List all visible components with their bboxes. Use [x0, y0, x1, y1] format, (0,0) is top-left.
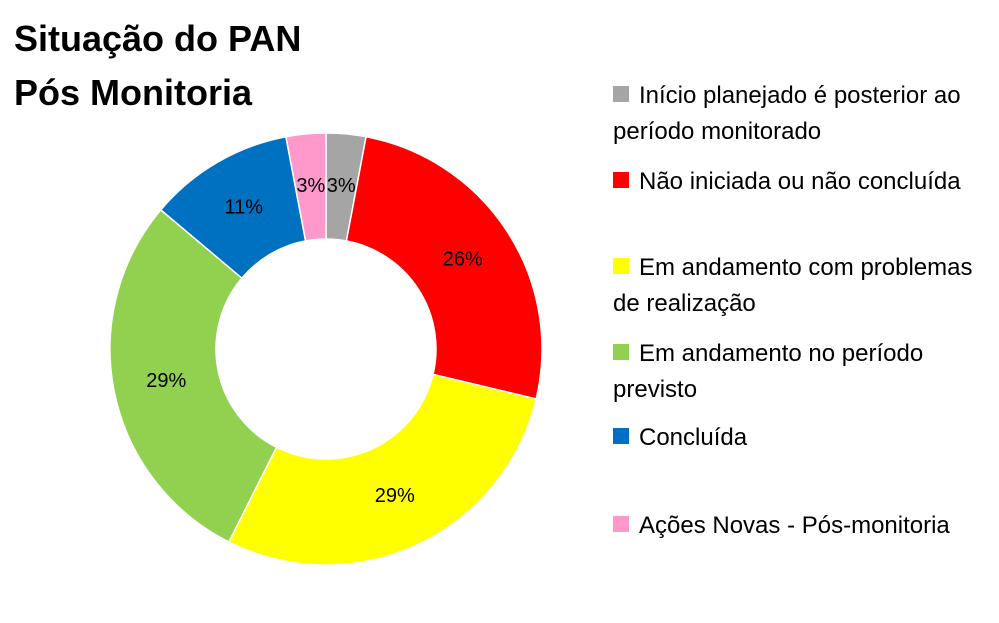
- chart-title: Pós Monitoria: [14, 72, 253, 113]
- legend-entry: Início planejado é posterior ao período …: [613, 78, 993, 150]
- legend-swatch: [613, 86, 629, 102]
- legend-label: Ações Novas - Pós-monitoria: [639, 512, 950, 539]
- legend-swatch: [613, 258, 629, 274]
- data-label: 26%: [443, 249, 483, 271]
- legend-swatch: [613, 428, 629, 444]
- data-label: 3%: [296, 175, 325, 197]
- legend-entry: Em andamento no período previsto: [613, 336, 993, 408]
- data-label: 29%: [375, 485, 415, 507]
- data-label: 29%: [146, 370, 186, 392]
- donut-slice: [345, 135, 543, 400]
- legend-entry: Ações Novas - Pós-monitoria: [613, 508, 993, 544]
- legend-swatch: [613, 344, 629, 360]
- data-label: 11%: [224, 197, 263, 219]
- legend-entry: Não iniciada ou não concluída: [613, 164, 993, 200]
- data-label: 3%: [327, 175, 356, 197]
- donut-slice: [285, 132, 327, 242]
- chart-title: Situação do PAN: [14, 18, 302, 59]
- donut-slice: [227, 373, 538, 566]
- legend-label: Em andamento com problemas de realização: [613, 254, 973, 317]
- legend-entry: Em andamento com problemas de realização: [613, 250, 993, 322]
- legend-swatch: [613, 516, 629, 532]
- legend-label: Início planejado é posterior ao período …: [613, 82, 961, 145]
- legend-label: Em andamento no período previsto: [613, 340, 924, 403]
- legend-label: Não iniciada ou não concluída: [639, 168, 961, 195]
- legend-swatch: [613, 172, 629, 188]
- legend-label: Concluída: [639, 424, 748, 451]
- legend-entry: Concluída: [613, 420, 993, 456]
- donut-slice: [109, 208, 278, 543]
